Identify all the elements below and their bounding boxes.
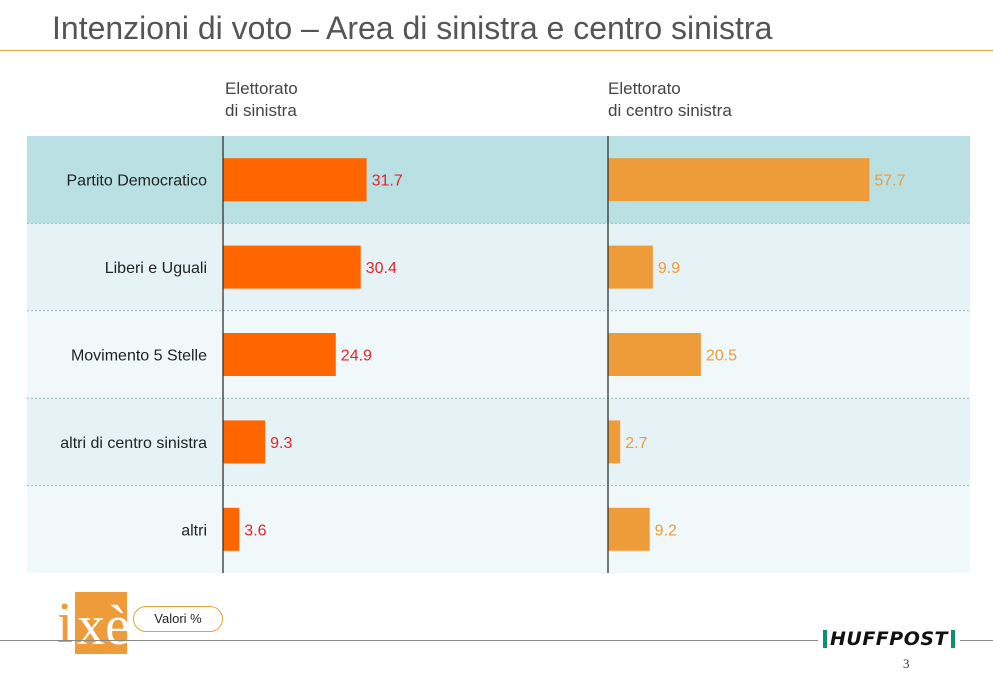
brand-bar-right [951,630,956,648]
data-label-centro-sinistra: 2.7 [625,435,647,452]
ixe-logo-xe: xè [77,595,127,654]
page-title: Intenzioni di voto – Area di sinistra e … [52,10,773,46]
bar-sinistra [223,507,240,551]
huffpost-logo: HUFFPOST [818,626,961,652]
data-label-sinistra: 9.3 [270,435,292,452]
category-label: altri di centro sinistra [60,435,207,452]
brand-bar-left [823,630,827,648]
data-label-sinistra: 24.9 [341,348,372,365]
data-label-sinistra: 31.7 [372,173,403,190]
data-label-sinistra: 3.6 [244,522,266,539]
category-label: altri [181,522,207,539]
category-label: Liberi e Uguali [105,260,207,277]
page-number: 3 [903,656,910,671]
category-label: Partito Democratico [67,173,208,190]
data-label-centro-sinistra: 57.7 [874,173,905,190]
data-label-sinistra: 30.4 [366,260,397,277]
bar-sinistra [223,420,266,464]
bar-centro-sinistra [608,507,650,551]
data-label-centro-sinistra: 20.5 [706,348,737,365]
footer-rule [0,640,993,641]
row-band [27,223,970,311]
bar-sinistra [223,333,336,376]
ixe-logo-i: i [57,590,73,654]
row-band [27,485,970,573]
column-header-centro-sinistra: Elettorato di centro sinistra [608,79,732,120]
data-label-centro-sinistra: 9.2 [655,522,677,539]
ixe-logo: i xè [57,590,127,654]
bar-centro-sinistra [608,245,653,289]
brand-name: HUFFPOST [830,628,949,650]
bar-centro-sinistra [608,420,621,464]
category-label: Movimento 5 Stelle [71,348,207,365]
units-badge: Valori % [133,606,223,632]
title-rule [0,50,993,51]
row-band [27,310,970,399]
bar-centro-sinistra [608,333,701,376]
data-label-centro-sinistra: 9.9 [658,260,680,277]
bar-sinistra [223,245,361,289]
column-header-sinistra: Elettorato di sinistra [225,79,298,120]
bar-sinistra [223,158,367,202]
row-band [27,398,970,486]
bar-centro-sinistra [608,158,870,202]
